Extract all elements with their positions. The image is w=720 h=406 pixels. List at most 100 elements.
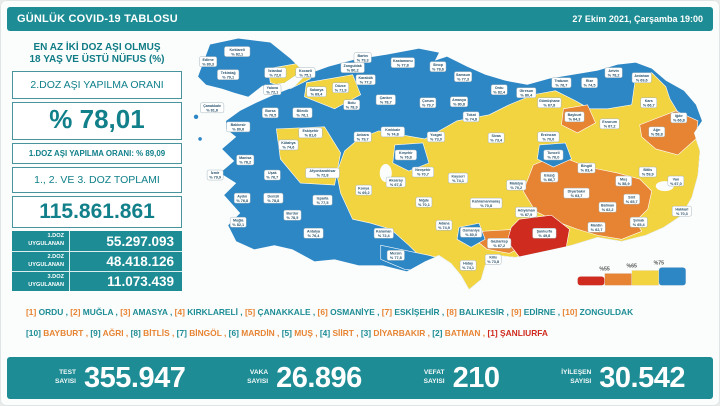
dose-breakdown-table: 1.DOZ UYGULANAN 55.297.093 2.DOZ UYGULANAN 48… xyxy=(12,231,182,291)
svg-text:Sivas: Sivas xyxy=(491,134,500,138)
province-rank-item: [5] MUŞ xyxy=(281,328,313,338)
province-label: Gaziantep% 67,2 xyxy=(487,238,512,249)
svg-text:Aydın: Aydın xyxy=(237,194,247,198)
province-label: Çorum% 79,7 xyxy=(419,97,437,109)
report-date: 27 Ekim 2021, Çarşamba 19:00 xyxy=(572,14,703,24)
svg-text:% 76,0: % 76,0 xyxy=(547,156,559,160)
svg-text:Kırşehir: Kırşehir xyxy=(399,151,413,155)
svg-text:Düzce: Düzce xyxy=(335,84,346,88)
svg-text:% 49,8: % 49,8 xyxy=(538,234,550,238)
svg-text:% 69,2: % 69,2 xyxy=(358,191,370,195)
province-label: Isparta% 77,5 xyxy=(312,194,333,206)
dose2-rate-label: 2.DOZ AŞI YAPILMA ORANI xyxy=(12,71,182,99)
svg-text:% 59,9: % 59,9 xyxy=(642,173,654,177)
svg-text:% 80,2: % 80,2 xyxy=(347,68,359,72)
svg-text:% 76,1: % 76,1 xyxy=(297,114,309,118)
svg-text:% 65,4: % 65,4 xyxy=(633,223,646,227)
svg-text:% 79,7: % 79,7 xyxy=(422,103,434,107)
svg-text:% 74,6: % 74,6 xyxy=(282,146,294,150)
svg-text:Balıkesir: Balıkesir xyxy=(231,123,247,127)
svg-text:Bayburt: Bayburt xyxy=(568,113,582,117)
svg-text:% 81,6: % 81,6 xyxy=(305,134,317,138)
turkey-map-area: Edirne% 80,3 Kırklareli% 82,1 Tekirdağ% 79… xyxy=(182,32,714,296)
svg-text:Batman: Batman xyxy=(601,203,614,207)
svg-text:% 74,5: % 74,5 xyxy=(584,83,596,87)
province-label: Erzincan% 70,0 xyxy=(537,131,560,143)
province-rank-item: [8] BALIKESİR xyxy=(446,307,505,317)
province-label: Yalova% 72,1 xyxy=(263,84,282,95)
svg-text:% 74,1: % 74,1 xyxy=(462,266,474,270)
svg-text:Ardahan: Ardahan xyxy=(634,74,649,78)
svg-text:% 81,6: % 81,6 xyxy=(206,109,218,113)
province-label: Şanlıurfa% 49,8 xyxy=(532,228,557,239)
province-label: Kilis% 73,8 xyxy=(484,254,502,265)
svg-text:% 79,7: % 79,7 xyxy=(357,138,369,142)
svg-text:Artvin: Artvin xyxy=(608,69,618,73)
svg-text:% 63,7: % 63,7 xyxy=(571,194,583,198)
stat-label: İYİLEŞEN SAYISI xyxy=(561,369,592,385)
stat-vaka-sayisi: VAKA SAYISI 26.896 xyxy=(247,362,362,395)
panel-heading-line1: EN AZ İKİ DOZ AŞI OLMUŞ xyxy=(33,42,161,53)
province-label: Muğla% 82,1 xyxy=(229,216,247,228)
svg-text:Gümüşhane: Gümüşhane xyxy=(539,99,560,103)
svg-text:Ankara: Ankara xyxy=(357,133,370,137)
province-label: Burdur% 78,5 xyxy=(283,209,302,221)
svg-text:Edirne: Edirne xyxy=(202,58,213,62)
svg-text:% 82,1: % 82,1 xyxy=(232,223,244,227)
svg-text:% 71,9: % 71,9 xyxy=(335,88,347,92)
province-label: Bursa% 76,5 xyxy=(262,107,279,119)
svg-text:Antalya: Antalya xyxy=(307,229,321,233)
svg-text:% 74,8: % 74,8 xyxy=(465,118,477,122)
svg-text:Gaziantep: Gaziantep xyxy=(491,239,509,243)
province-label: Eskişehir% 81,6 xyxy=(298,127,323,139)
svg-text:Bursa: Bursa xyxy=(265,109,276,113)
province-label: Manisa% 78,2 xyxy=(236,154,255,166)
province-rank-item: [2] MUĞLA xyxy=(70,307,114,317)
map-legend: %55 %65 %75 xyxy=(577,260,687,286)
svg-text:İzmir: İzmir xyxy=(211,170,220,175)
svg-text:Samsun: Samsun xyxy=(456,73,470,77)
svg-text:Giresun: Giresun xyxy=(519,89,533,93)
svg-text:Amasya: Amasya xyxy=(452,98,467,102)
svg-text:% 82,4: % 82,4 xyxy=(493,90,506,94)
province-label: Kocaeli% 75,1 xyxy=(295,67,316,78)
dose-row: 2.DOZ UYGULANAN 48.418.126 xyxy=(12,251,182,271)
dose-row: 1.DOZ UYGULANAN 55.297.093 xyxy=(12,231,182,251)
province-rank-item: [4] KIRKLARELİ xyxy=(174,307,238,317)
svg-text:% 76,5: % 76,5 xyxy=(264,114,276,118)
svg-text:Kars: Kars xyxy=(645,99,653,103)
svg-text:% 58,8: % 58,8 xyxy=(651,133,663,137)
daily-stats-bar: TEST SAYISI 355.947 VAKA SAYISI 26.896 VEFAT SA… xyxy=(7,357,713,399)
svg-text:Adana: Adana xyxy=(438,221,450,225)
svg-text:Erzurum: Erzurum xyxy=(602,120,617,124)
svg-text:% 69,4: % 69,4 xyxy=(311,92,324,96)
svg-text:Aksaray: Aksaray xyxy=(389,178,403,182)
legend-threshold-label: %65 xyxy=(626,263,637,269)
province-label: Kayseri% 74,1 xyxy=(448,172,468,184)
svg-text:Bartın: Bartın xyxy=(357,54,367,58)
svg-text:Şırnak: Şırnak xyxy=(633,218,645,222)
legend-threshold-label: %55 xyxy=(599,266,610,272)
svg-text:% 80,0: % 80,0 xyxy=(465,233,477,237)
province-rank-item: [9] AĞRI xyxy=(90,328,124,338)
province-label: Ankara% 79,7 xyxy=(353,131,372,143)
svg-text:Tekirdağ: Tekirdağ xyxy=(221,71,236,75)
dose-row-label: 1.DOZ UYGULANAN xyxy=(12,231,70,251)
legend-segment xyxy=(658,267,687,286)
svg-text:% 70,2: % 70,2 xyxy=(510,186,522,190)
svg-text:% 77,8: % 77,8 xyxy=(390,256,402,260)
province-label: Kars% 66,7 xyxy=(640,97,658,109)
svg-text:Eskişehir: Eskişehir xyxy=(302,129,319,133)
svg-text:Denizli: Denizli xyxy=(268,194,280,198)
svg-text:Nevşehir: Nevşehir xyxy=(415,168,431,172)
province-label: Van% 67,0 xyxy=(667,175,685,187)
province-label: Mardin% 62,7 xyxy=(587,221,606,233)
province-label: Karaman% 72,4 xyxy=(373,228,394,239)
svg-text:Mardin: Mardin xyxy=(591,223,603,227)
svg-text:% 66,8: % 66,8 xyxy=(673,119,685,123)
stat-label: VAKA SAYISI xyxy=(247,369,269,385)
province-label: Edirne% 80,3 xyxy=(199,56,218,67)
page-title: GÜNLÜK COVID-19 TABLOSU xyxy=(17,13,178,25)
svg-text:Niğde: Niğde xyxy=(419,198,429,202)
